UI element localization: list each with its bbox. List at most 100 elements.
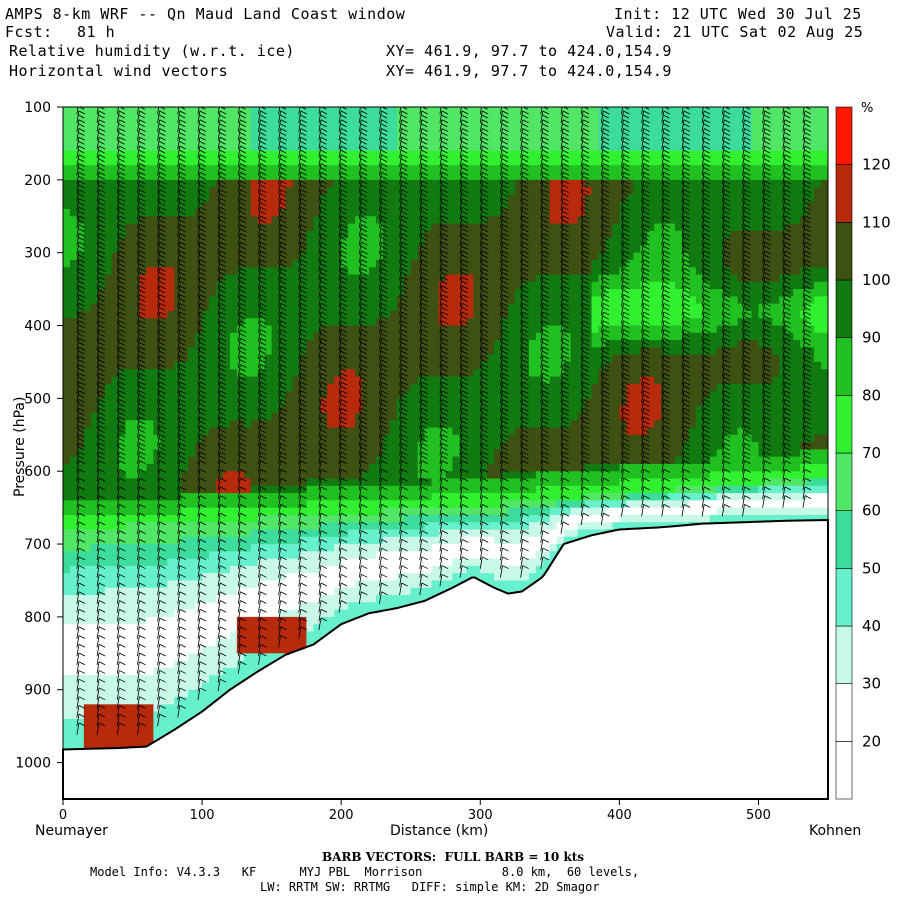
- rh-cell: [313, 602, 321, 611]
- rh-cell: [320, 216, 328, 225]
- rh-cell: [222, 252, 231, 261]
- rh-cell: [146, 150, 155, 159]
- rh-cell: [132, 252, 141, 261]
- rh-cell: [306, 340, 314, 348]
- rh-cell: [306, 303, 314, 312]
- rh-cell: [76, 245, 85, 254]
- rh-cell: [389, 128, 398, 137]
- rh-cell: [292, 544, 301, 552]
- rh-cell: [188, 267, 196, 276]
- rh-cell: [63, 675, 71, 684]
- rh-cell: [369, 289, 377, 297]
- rh-cell: [132, 405, 141, 414]
- rh-cell: [69, 602, 78, 611]
- rh-cell: [90, 150, 99, 159]
- rh-cell: [292, 128, 301, 137]
- rh-cell: [382, 143, 391, 152]
- rh-cell: [243, 609, 252, 618]
- rh-cell: [369, 595, 377, 603]
- rh-cell: [264, 383, 273, 392]
- rh-cell: [313, 281, 321, 290]
- rh-cell: [188, 697, 196, 705]
- rh-cell: [250, 616, 259, 625]
- rh-cell: [125, 245, 134, 254]
- rh-cell: [278, 128, 287, 137]
- rh-cell: [264, 128, 273, 137]
- rh-cell: [153, 638, 161, 647]
- rh-cell: [160, 216, 168, 225]
- rh-cell: [181, 682, 189, 691]
- rh-cell: [125, 507, 134, 516]
- rh-cell: [146, 325, 155, 334]
- rh-cell: [146, 194, 155, 203]
- rh-cell: [104, 602, 113, 611]
- rh-cell: [285, 558, 294, 567]
- rh-cell: [146, 551, 155, 560]
- rh-cell: [278, 354, 287, 363]
- rh-cell: [69, 223, 78, 232]
- rh-cell: [222, 369, 231, 378]
- rh-cell: [160, 638, 168, 647]
- rh-cell: [160, 274, 168, 283]
- rh-cell: [125, 689, 134, 698]
- rh-cell: [313, 536, 321, 545]
- rh-cell: [195, 369, 203, 378]
- rh-cell: [188, 238, 196, 246]
- rh-cell: [396, 150, 405, 159]
- rh-cell: [257, 653, 266, 662]
- rh-cell: [327, 325, 335, 334]
- rh-cell: [104, 289, 113, 297]
- rh-cell: [355, 529, 363, 538]
- rh-cell: [327, 493, 335, 501]
- rh-cell: [382, 412, 391, 421]
- rh-cell: [104, 216, 113, 225]
- rh-cell: [97, 565, 106, 574]
- rh-cell: [389, 383, 398, 392]
- rh-cell: [369, 471, 377, 480]
- rh-cell: [188, 667, 196, 676]
- rh-cell: [236, 318, 245, 327]
- rh-cell: [118, 529, 127, 538]
- rh-cell: [278, 616, 287, 625]
- rh-cell: [313, 558, 321, 567]
- rh-cell: [348, 303, 356, 312]
- rh-cell: [334, 493, 342, 501]
- rh-cell: [369, 245, 377, 254]
- rh-cell: [362, 318, 370, 327]
- rh-cell: [389, 208, 398, 217]
- rh-cell: [250, 587, 259, 596]
- rh-cell: [118, 303, 127, 312]
- rh-cell: [181, 675, 189, 684]
- rh-cell: [334, 157, 342, 166]
- rh-cell: [69, 398, 78, 407]
- rh-cell: [104, 267, 113, 276]
- rh-cell: [153, 114, 161, 123]
- rh-cell: [132, 107, 141, 115]
- rh-cell: [313, 114, 321, 123]
- rh-cell: [69, 456, 78, 465]
- rh-cell: [403, 565, 412, 574]
- rh-cell: [403, 449, 412, 458]
- rh-cell: [334, 281, 342, 290]
- rh-cell: [222, 573, 231, 582]
- rh-cell: [292, 529, 301, 538]
- rh-cell: [76, 128, 85, 137]
- rh-cell: [341, 449, 349, 458]
- rh-cell: [181, 107, 189, 115]
- rh-cell: [348, 544, 356, 552]
- rh-cell: [257, 325, 266, 334]
- rh-cell: [63, 114, 71, 123]
- rh-cell: [313, 624, 321, 633]
- rh-cell: [111, 507, 120, 516]
- rh-cell: [90, 325, 99, 334]
- rh-cell: [153, 405, 161, 414]
- rh-cell: [389, 187, 398, 196]
- rh-cell: [222, 107, 231, 115]
- rh-cell: [403, 325, 412, 334]
- rh-cell: [403, 259, 412, 268]
- rh-cell: [146, 485, 155, 494]
- rh-cell: [278, 398, 287, 407]
- rh-cell: [362, 398, 370, 407]
- rh-cell: [167, 573, 175, 582]
- rh-cell: [216, 544, 224, 552]
